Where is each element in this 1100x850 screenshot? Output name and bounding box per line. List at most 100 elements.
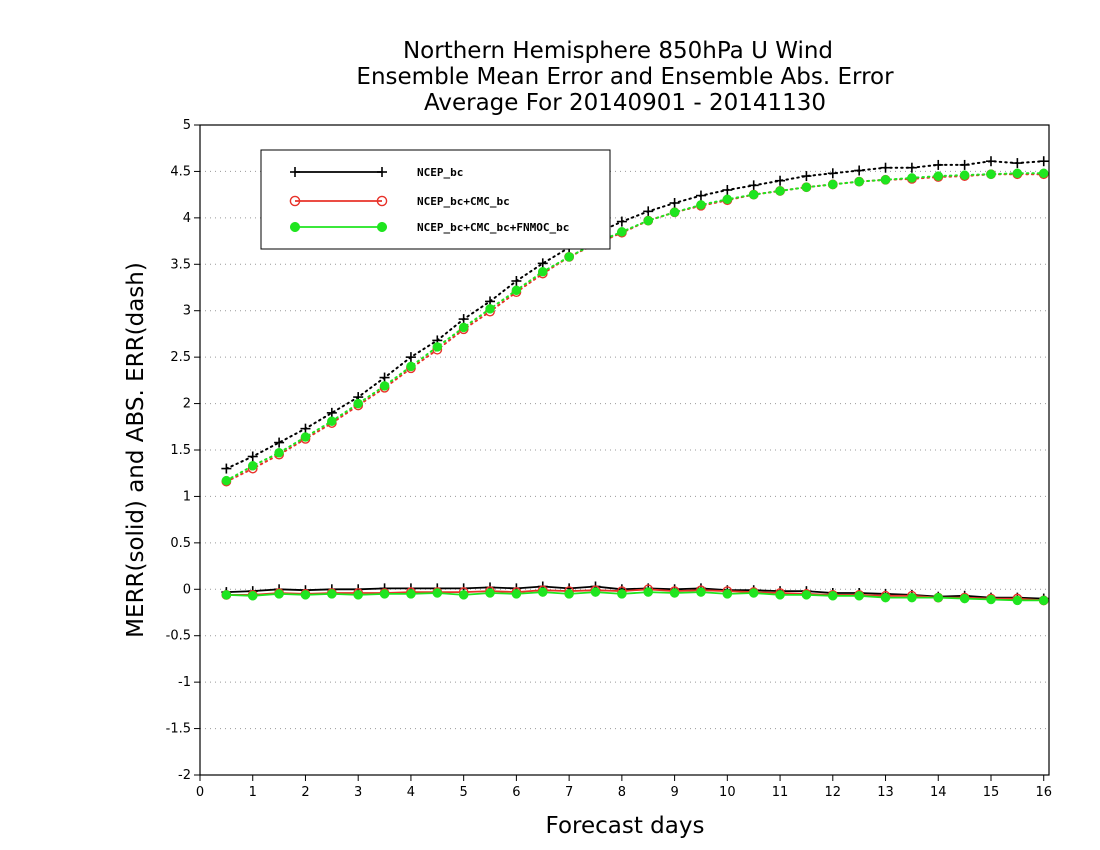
abs-err-point (880, 175, 891, 185)
abs-err-point (485, 304, 495, 314)
abs-err-point (985, 156, 996, 167)
x-axis-label: Forecast days (546, 813, 705, 839)
gridlines (200, 170, 1049, 730)
mean-err-point (828, 591, 838, 601)
abs-err-point (933, 171, 944, 181)
abs-err-point (564, 252, 574, 262)
abs-err-point (405, 352, 416, 363)
mean-err-point (959, 593, 970, 604)
x-tick-label: 7 (565, 785, 573, 800)
mean-err-point (221, 590, 232, 600)
mean-err-point (907, 592, 917, 603)
legend-label: NCEP_bc+CMC_bc (417, 195, 510, 208)
abs-err-point (326, 407, 337, 418)
x-tick-label: 4 (407, 785, 415, 800)
abs-err-point (1012, 158, 1023, 169)
abs-err-point (511, 285, 522, 296)
abs-err-point (616, 216, 627, 227)
abs-err-point (906, 162, 917, 173)
x-tick-label: 3 (354, 785, 362, 800)
mean-err-point (933, 592, 944, 603)
abs-err-point (986, 169, 996, 179)
x-tick-label: 12 (825, 785, 842, 800)
abs-err-point (959, 159, 970, 170)
mean-err-point (775, 590, 785, 600)
legend-entry: NCEP_bc (290, 166, 463, 179)
abs-err-point (274, 437, 285, 448)
title-line-3: Average For 20140901 - 20141130 (424, 90, 826, 116)
chart-title: Northern Hemisphere 850hPa U Wind Ensemb… (356, 38, 894, 116)
abs-err-point (300, 432, 311, 442)
abs-err-point (722, 194, 733, 205)
mean-err-point (406, 589, 416, 599)
y-tick-label: -1 (178, 675, 191, 690)
title-line-1: Northern Hemisphere 850hPa U Wind (403, 38, 833, 64)
abs-err-point (274, 448, 284, 458)
y-tick-label: 0 (183, 582, 191, 597)
abs-err-point (643, 215, 653, 226)
legend-marker (376, 221, 388, 233)
abs-err-point (854, 176, 864, 187)
abs-err-point (300, 423, 311, 434)
x-tick-label: 1 (249, 785, 257, 800)
x-tick-label: 9 (670, 785, 678, 800)
abs-err-point (669, 207, 680, 218)
x-tick-label: 8 (618, 785, 626, 800)
abs-err-point (538, 266, 548, 277)
abs-err-point (854, 165, 865, 176)
abs-err-point (696, 200, 706, 210)
legend-marker (376, 195, 388, 207)
mean-err-point (880, 592, 891, 603)
mean-err-point (986, 594, 996, 605)
abs-err-point (1038, 168, 1049, 179)
mean-err-point (643, 587, 653, 597)
abs-err-point (458, 314, 469, 325)
y-axis-ticks: -2 -1.5 -1 -0.5 0 0.5 1 1.5 2 2.5 3 3.5 4 4.5 5 (166, 118, 200, 783)
abs-err-point (617, 227, 627, 237)
legend-marker (290, 167, 300, 177)
y-tick-label: -0.5 (166, 629, 191, 644)
abs-err-point (827, 168, 838, 179)
abs-err-point (775, 175, 786, 186)
legend-entry: NCEP_bc+CMC_bc+FNMOC_bc (289, 221, 569, 234)
y-tick-label: 1 (183, 489, 191, 504)
abs-err-point (458, 322, 469, 333)
y-tick-label: 2 (183, 397, 191, 412)
abs-err-point (907, 173, 917, 183)
y-tick-label: 3.5 (170, 257, 191, 272)
x-tick-label: 13 (877, 785, 894, 800)
x-tick-label: 6 (512, 785, 520, 800)
mean-err-point (801, 590, 812, 600)
abs-err-point (801, 171, 812, 182)
abs-err-point (695, 190, 706, 201)
y-tick-label: -1.5 (166, 722, 191, 737)
x-axis-ticks: 0 1 2 3 4 5 6 7 8 9 10 11 12 13 14 15 16 (196, 775, 1052, 800)
mean-err-point (617, 589, 627, 599)
abs-err-point (221, 475, 232, 486)
legend-box (260, 149, 611, 250)
mean-err-point (511, 589, 522, 599)
abs-err-point (511, 276, 522, 286)
abs-err-point (353, 398, 363, 409)
legend-entry: NCEP_bc+CMC_bc (289, 195, 510, 208)
mean-err-point (247, 591, 258, 601)
title-line-2: Ensemble Mean Error and Ensemble Abs. Er… (356, 64, 894, 90)
abs-err-point (432, 342, 443, 352)
plot-series (221, 156, 1049, 606)
y-tick-label: 1.5 (170, 443, 191, 458)
abs-err-point (406, 361, 416, 372)
legend-marker (289, 221, 301, 233)
abs-err-point (880, 162, 891, 173)
legend: NCEP_bc NCEP_bc+CMC_bc NCEP_bc+CMC_bc+FNMO… (260, 149, 611, 250)
abs-err-point (828, 179, 838, 190)
x-tick-label: 10 (719, 785, 736, 800)
mean-err-point (669, 588, 680, 598)
mean-err-point (379, 589, 390, 599)
abs-err-point (643, 206, 654, 217)
y-tick-label: 5 (183, 118, 191, 133)
y-tick-label: 4 (183, 211, 191, 226)
abs-err-point (933, 159, 944, 170)
abs-err-point (221, 463, 232, 474)
y-tick-label: -2 (178, 768, 191, 783)
